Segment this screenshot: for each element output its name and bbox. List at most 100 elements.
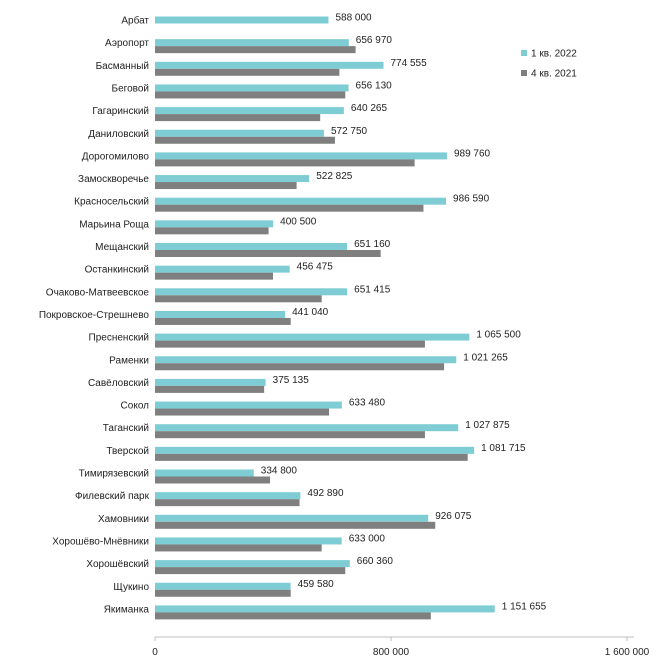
category-label: Хамовники — [98, 514, 149, 525]
bars-layer — [155, 16, 495, 620]
category-label: Дорогомилово — [82, 151, 150, 162]
bar-series-1 — [155, 492, 301, 500]
bar-series-1 — [155, 560, 350, 568]
category-label: Басманный — [96, 61, 149, 72]
category-label: Покровское-Стрешнево — [39, 310, 150, 321]
bar-series-1 — [155, 152, 447, 160]
bar-series-1 — [155, 197, 447, 205]
category-label: Филевский парк — [75, 491, 150, 502]
bar-series-1 — [155, 446, 475, 454]
data-label: 1 027 875 — [465, 420, 510, 431]
bar-series-1 — [155, 129, 324, 137]
data-label: 459 580 — [298, 579, 335, 590]
data-label: 375 135 — [273, 375, 310, 386]
category-label: Якиманка — [104, 604, 150, 615]
data-label: 334 800 — [261, 466, 298, 477]
data-label: 456 475 — [297, 262, 334, 273]
category-label: Мещанский — [95, 242, 149, 253]
category-label: Очаково-Матвеевское — [46, 287, 150, 298]
data-label: 1 065 500 — [476, 330, 521, 341]
bar-series-2 — [155, 114, 321, 122]
category-label: Гагаринский — [92, 106, 149, 117]
bar-series-1 — [155, 378, 266, 386]
bar-series-2 — [155, 227, 269, 235]
category-label: Останкинский — [85, 265, 149, 276]
bar-series-2 — [155, 68, 340, 76]
data-label: 572 750 — [331, 126, 368, 137]
data-label: 774 555 — [390, 58, 427, 69]
category-label: Раменки — [109, 355, 149, 366]
bar-series-2 — [155, 182, 297, 190]
x-tick-label: 800 000 — [373, 647, 410, 658]
legend-label: 4 кв. 2021 — [531, 69, 577, 80]
bar-series-1 — [155, 424, 459, 432]
category-label: Таганский — [103, 423, 149, 434]
bar-series-2 — [155, 340, 425, 348]
category-label: Аэропорт — [105, 38, 149, 49]
bar-series-1 — [155, 243, 348, 250]
category-label: Марьина Роща — [79, 219, 149, 230]
bar-series-1 — [155, 356, 457, 364]
bar-series-1 — [155, 175, 310, 183]
bar-series-2 — [155, 136, 335, 144]
bar-series-2 — [155, 204, 424, 212]
data-label: 522 825 — [316, 171, 353, 182]
bar-series-2 — [155, 544, 322, 552]
axis-layer: 0 800 000 1 600 000 — [152, 636, 650, 658]
data-label: 660 360 — [357, 556, 394, 567]
bar-series-2 — [155, 521, 436, 529]
bar-series-2 — [155, 91, 346, 99]
legend: 1 кв. 2022 4 кв. 2021 — [521, 49, 577, 80]
bar-series-1 — [155, 61, 384, 69]
bar-series-2 — [155, 46, 356, 54]
bar-series-1 — [155, 469, 254, 477]
data-label: 651 160 — [354, 239, 391, 250]
x-tick-label: 0 — [152, 647, 158, 658]
bar-series-2 — [155, 250, 381, 257]
data-label: 633 000 — [349, 533, 386, 544]
bar-series-2 — [155, 612, 431, 620]
category-label: Тверской — [106, 446, 149, 457]
data-label: 651 415 — [354, 284, 391, 295]
data-label: 492 890 — [307, 488, 344, 499]
bar-series-1 — [155, 310, 286, 318]
bar-series-2 — [155, 317, 291, 325]
data-label: 441 040 — [292, 307, 329, 318]
bar-series-1 — [155, 401, 342, 409]
bar-series-2 — [155, 431, 425, 439]
bar-series-1 — [155, 514, 429, 522]
bar-series-2 — [155, 499, 300, 507]
legend-swatch — [521, 70, 527, 76]
bar-series-1 — [155, 16, 329, 24]
category-label: Тимирязевский — [79, 469, 149, 480]
bar-series-2 — [155, 567, 346, 575]
bar-series-1 — [155, 582, 291, 590]
bar-series-1 — [155, 333, 470, 341]
bar-series-1 — [155, 84, 349, 92]
category-label: Пресненский — [89, 333, 149, 344]
category-label: Беговой — [112, 83, 149, 94]
bar-series-2 — [155, 272, 273, 280]
data-label: 986 590 — [453, 194, 490, 205]
bar-series-2 — [155, 295, 322, 303]
data-label: 400 500 — [280, 216, 317, 227]
bar-series-2 — [155, 385, 265, 393]
bar-series-1 — [155, 288, 348, 296]
data-label: 640 265 — [351, 103, 388, 114]
data-label: 1 021 265 — [463, 352, 508, 363]
bar-series-1 — [155, 220, 274, 228]
legend-swatch — [521, 50, 527, 56]
data-label: 656 970 — [356, 35, 393, 46]
category-label: Красносельский — [74, 197, 149, 208]
bar-series-2 — [155, 453, 468, 461]
labels-layer: Арбат 588 000 Аэропорт 656 970 Басманный 774 … — [39, 13, 547, 616]
data-label: 1 081 715 — [481, 443, 526, 454]
bar-series-1 — [155, 39, 349, 47]
legend-label: 1 кв. 2022 — [531, 49, 577, 60]
data-label: 926 075 — [435, 511, 472, 522]
category-label: Хорошёво-Мнёвники — [52, 536, 149, 547]
bar-series-1 — [155, 107, 344, 115]
data-label: 989 760 — [454, 148, 491, 159]
category-label: Савёловский — [88, 378, 149, 389]
